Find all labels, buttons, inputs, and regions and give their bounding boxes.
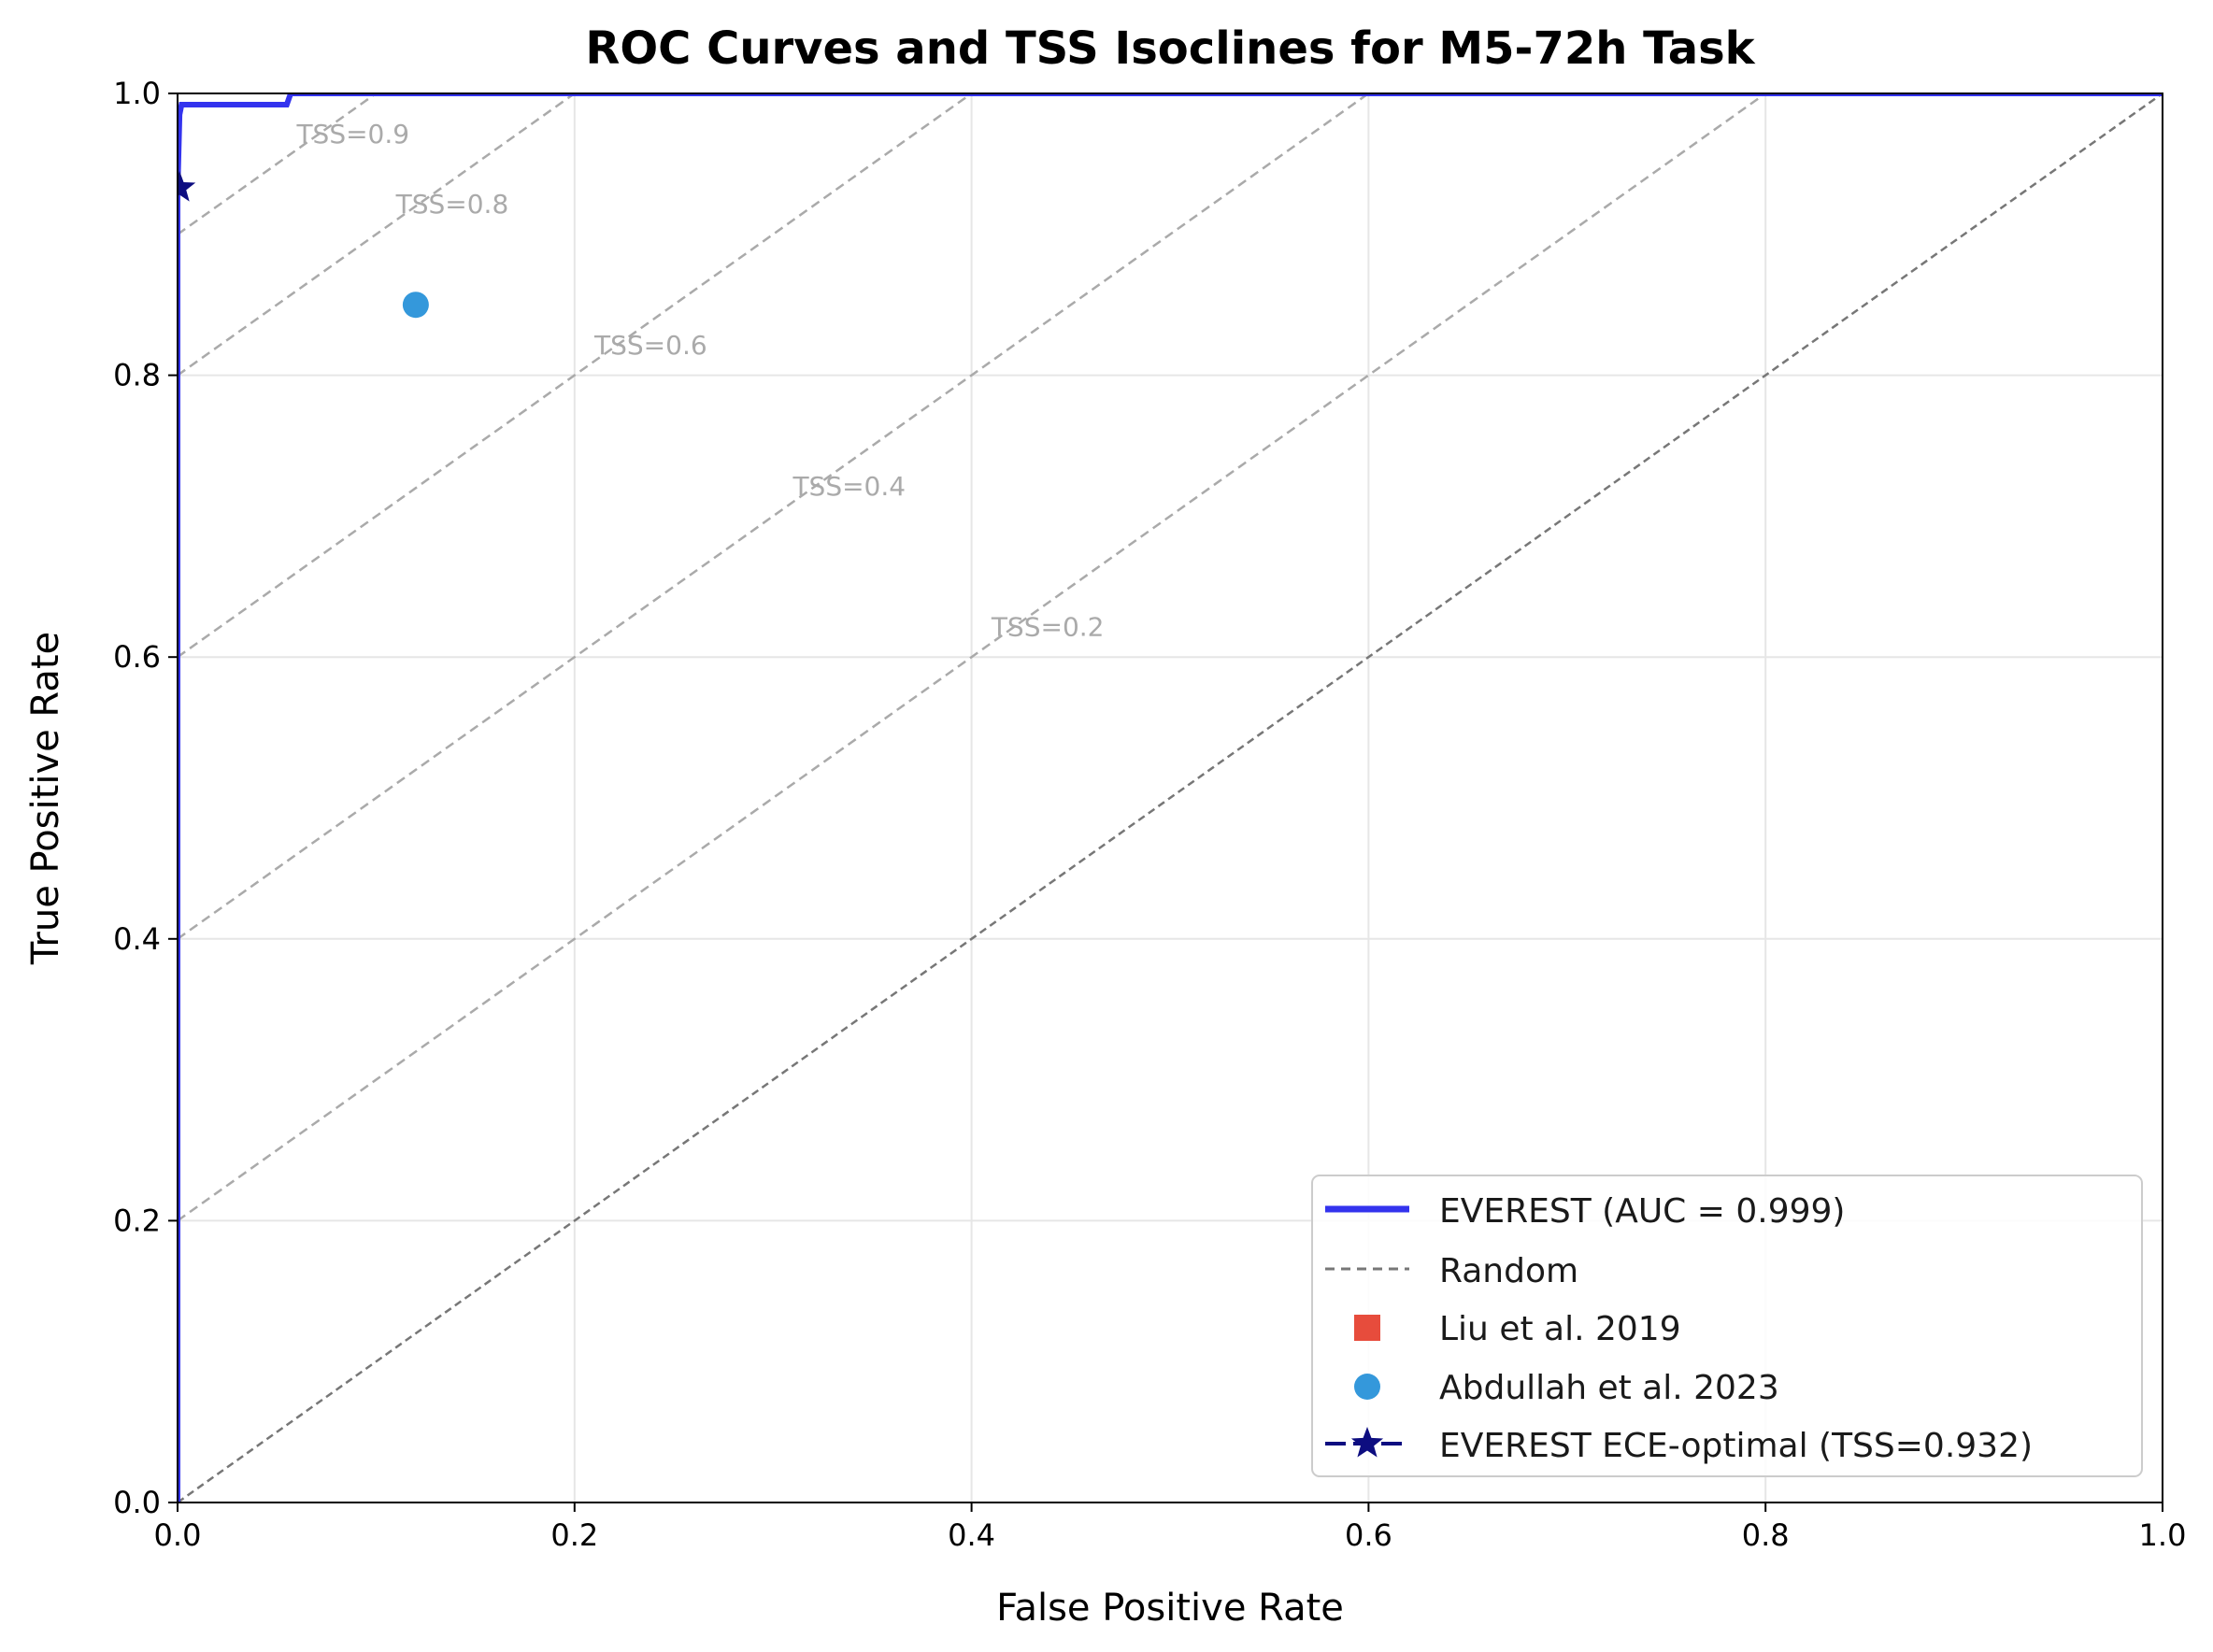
x-tick-label: 0.6 [1345,1517,1392,1553]
isocline-tss-0.4 [178,93,1370,940]
legend-random-label: Random [1439,1252,1578,1290]
legend-box [1311,1175,2143,1477]
tss-labels: TSS=0.9 TSS=0.8 TSS=0.6 TSS=0.4 TSS=0.2 [295,119,1104,643]
roc-curve-line [178,93,2163,1502]
x-tick-label: 0.8 [1742,1517,1790,1553]
isocline-label: TSS=0.6 [593,330,707,361]
point-abdullah [402,292,429,319]
x-axis-label: False Positive Rate [996,1587,1344,1630]
isocline-tss-0.2 [178,93,1766,1222]
x-tick-label: 0.0 [154,1517,202,1553]
tss-isoclines [178,93,1766,1222]
isocline-label: TSS=0.9 [295,119,409,150]
y-tick-label: 0.4 [113,921,161,957]
legend-ece-label: EVEREST ECE-optimal (TSS=0.932) [1439,1427,2033,1465]
isocline-tss-0.9 [178,93,378,235]
y-tick-label: 0.8 [113,358,161,393]
legend-liu-swatch [1354,1315,1380,1341]
legend-abdullah-swatch [1354,1374,1380,1400]
x-tick-label: 1.0 [2139,1517,2187,1553]
legend-ece-star-icon [1350,1427,1384,1458]
isocline-label: TSS=0.4 [792,471,906,502]
y-axis-label: True Positive Rate [24,632,67,965]
y-tick-label: 1.0 [113,76,161,111]
x-axis-ticks: 0.0 0.2 0.4 0.6 0.8 1.0 [154,1502,2187,1553]
x-tick-label: 0.4 [948,1517,995,1553]
isocline-label: TSS=0.8 [395,189,509,220]
legend-roc-label: EVEREST (AUC = 0.999) [1439,1192,1845,1231]
isocline-label: TSS=0.2 [991,612,1105,643]
x-tick-label: 0.2 [550,1517,598,1553]
legend: EVEREST (AUC = 0.999) Random Liu et al. … [1311,1175,2143,1477]
point-ece-optimal-star-icon [178,171,196,202]
chart-title: ROC Curves and TSS Isoclines for M5-72h … [585,22,1755,75]
marker-points [178,171,429,319]
y-tick-label: 0.6 [113,639,161,675]
legend-abdullah-label: Abdullah et al. 2023 [1439,1369,1779,1407]
roc-curve-group [178,93,2163,1502]
y-tick-label: 0.2 [113,1203,161,1238]
isocline-tss-0.6 [178,93,973,659]
random-line-group [178,93,2163,1502]
random-line [178,93,2163,1502]
plot-frame [177,93,2163,1503]
y-axis-ticks: 0.0 0.2 0.4 0.6 0.8 1.0 [113,76,178,1520]
isocline-tss-0.8 [178,93,576,377]
y-tick-label: 0.0 [113,1485,161,1520]
grid-lines [177,93,2163,1503]
plot-area [178,93,2163,1502]
legend-liu-label: Liu et al. 2019 [1439,1310,1681,1348]
